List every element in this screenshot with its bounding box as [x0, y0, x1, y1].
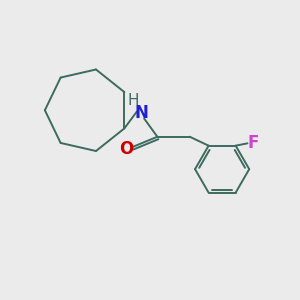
Text: H: H — [127, 93, 139, 108]
Text: F: F — [247, 134, 258, 152]
Text: O: O — [119, 140, 133, 158]
Text: N: N — [134, 104, 148, 122]
